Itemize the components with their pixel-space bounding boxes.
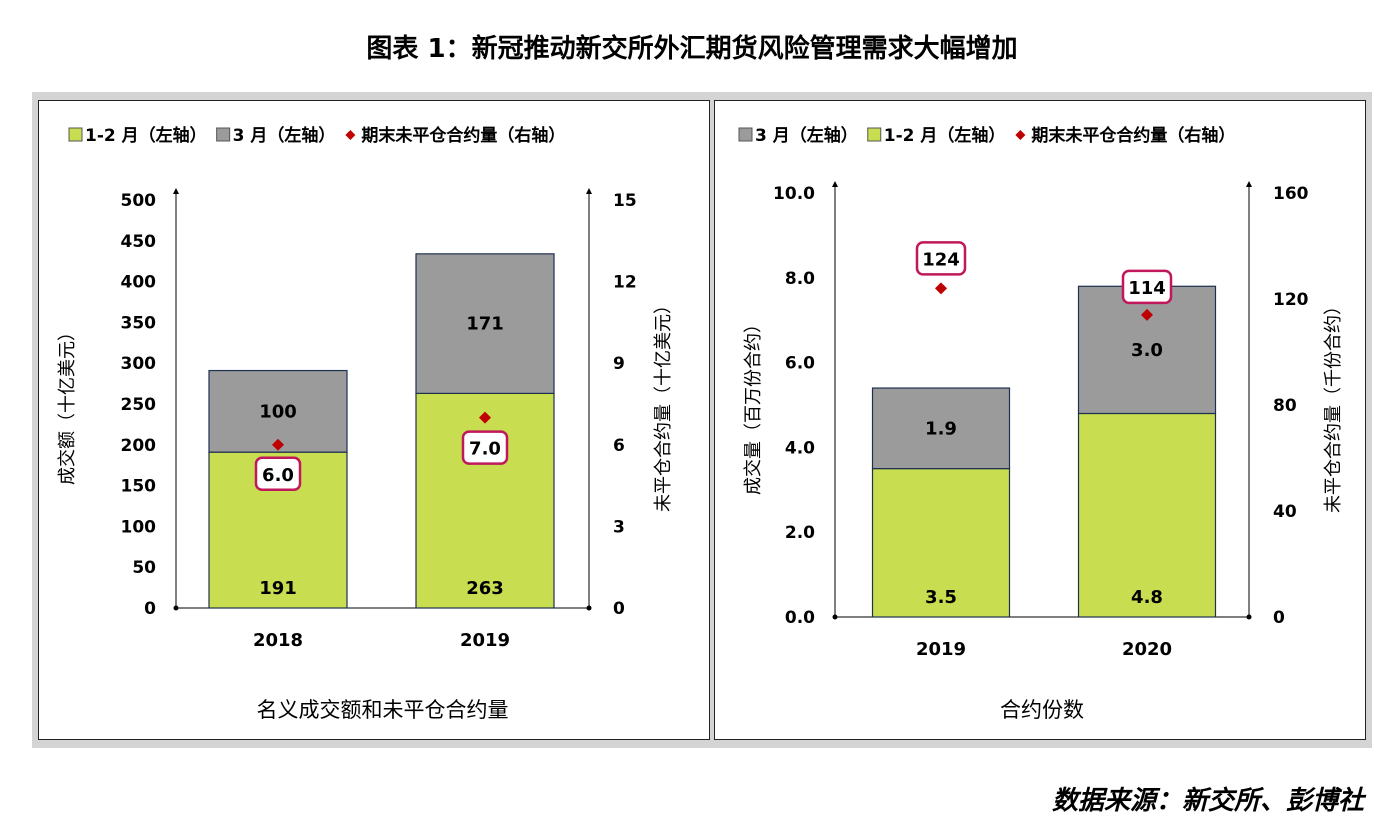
marker-callout-box	[1121, 269, 1173, 305]
x-tick-label: 2019	[916, 639, 966, 660]
axis-origin-right	[586, 605, 592, 611]
y-tick-label-left: 350	[121, 313, 157, 333]
legend-swatch-green	[68, 127, 83, 142]
bar-segment-march	[208, 369, 348, 453]
y-axis-right-title: 未平仓合约量（十亿美元）	[653, 296, 674, 512]
figure-title: 图表 1：新冠推动新交所外汇期货风险管理需求大幅增加	[366, 34, 1018, 64]
axis-origin-right	[1246, 614, 1252, 620]
axis-origin-left	[832, 614, 838, 620]
open-interest-marker	[272, 438, 284, 451]
bar-data-label: 4.8	[1131, 587, 1163, 608]
bar-data-label: 3.5	[925, 587, 957, 608]
y-tick-label-right: 0	[613, 599, 625, 619]
marker-callout-label: 7.0	[469, 439, 501, 460]
axis-origin-left	[173, 605, 179, 611]
data-source-note: 数据来源：新交所、彭博社	[1051, 786, 1364, 816]
y-tick-label-left: 0	[144, 599, 156, 619]
y-tick-label-left: 200	[121, 436, 157, 456]
bar-segment-march	[871, 387, 1011, 470]
y-tick-label-left: 300	[121, 354, 157, 374]
legend-swatch-diamond	[1015, 130, 1026, 140]
y-tick-label-left: 8.0	[785, 269, 815, 289]
y-tick-label-right: 15	[613, 191, 637, 211]
bar-segment-jan-feb	[415, 392, 555, 609]
marker-callout-label: 114	[1128, 278, 1166, 299]
y-tick-label-left: 50	[132, 558, 156, 578]
marker-callout-label: 6.0	[262, 465, 294, 486]
bar-data-label: 191	[259, 578, 297, 599]
legend-swatch-diamond	[345, 130, 356, 140]
marker-callout-label: 124	[922, 249, 960, 270]
open-interest-marker	[479, 411, 491, 424]
y-tick-label-left: 2.0	[785, 523, 815, 543]
y-tick-label-right: 80	[1273, 396, 1297, 416]
chart-title: 名义成交额和未平仓合约量	[257, 698, 509, 722]
legend-swatch-gray	[738, 127, 753, 142]
y-tick-label-right: 9	[613, 354, 625, 374]
chart-notional-svg: 1-2 月（左轴） 3 月（左轴） 期末未平仓合约量（右轴）050100150200…	[57, 125, 674, 722]
bar-data-label: 3.0	[1131, 340, 1163, 361]
bar-data-label: 100	[259, 401, 297, 422]
y-axis-left-arrow	[832, 181, 838, 187]
legend-swatch-green	[867, 127, 882, 142]
legend-label: 3 月（左轴）	[233, 125, 336, 146]
y-tick-label-left: 400	[121, 273, 157, 293]
y-axis-left-title: 成交额（十亿美元）	[57, 323, 78, 485]
y-axis-right-arrow	[1246, 181, 1252, 187]
marker-callout-box	[461, 430, 509, 465]
y-tick-label-left: 150	[121, 477, 157, 497]
chart-panel-contracts: 3 月（左轴） 1-2 月（左轴） 期末未平仓合约量（右轴） 0.0 2.0 4.0 6.0…	[714, 100, 1366, 740]
y-axis-right-arrow	[586, 188, 592, 194]
y-tick-label-right: 160	[1273, 184, 1309, 204]
chart-title: 合约份数	[1000, 698, 1084, 722]
y-tick-label-left: 0.0	[785, 608, 815, 628]
y-axis-left-title: 成交量（百万份合约）	[743, 315, 764, 495]
open-interest-marker	[1141, 308, 1153, 321]
y-axis-right-title: 未平仓合约量（千份合约）	[1323, 297, 1344, 513]
legend-swatch-gray	[216, 127, 231, 142]
legend-label: 3 月（左轴）	[755, 125, 858, 146]
legend-label: 1-2 月（左轴）	[85, 125, 207, 146]
y-tick-label-right: 0	[1273, 608, 1285, 628]
x-tick-label: 2018	[253, 630, 303, 651]
open-interest-marker	[935, 282, 947, 295]
legend-label: 期末未平仓合约量（右轴）	[1031, 125, 1235, 146]
bar-segment-march	[415, 253, 555, 394]
chart-panel-notional: 1-2 月（左轴） 3 月（左轴） 期末未平仓合约量（右轴） 0 50 100 150 200…	[38, 100, 710, 740]
marker-callout-box	[915, 241, 967, 276]
y-tick-label-right: 40	[1273, 502, 1297, 522]
chart-contracts-svg: 3 月（左轴） 1-2 月（左轴） 期末未平仓合约量（右轴） 0.0 2.0 4.0 6.0…	[738, 125, 1344, 722]
y-tick-label-right: 12	[613, 273, 637, 293]
bar-data-label: 171	[466, 314, 504, 335]
legend-label: 1-2 月（左轴）	[884, 125, 1006, 146]
y-tick-label-left: 500	[121, 191, 157, 211]
bar-data-label: 263	[466, 578, 504, 599]
y-axis-left-arrow	[173, 188, 179, 194]
x-tick-label: 2019	[460, 630, 510, 651]
bar-data-label: 1.9	[925, 418, 957, 439]
y-tick-label-left: 6.0	[785, 354, 815, 374]
y-tick-label-left: 450	[121, 232, 157, 252]
y-tick-label-left: 4.0	[785, 438, 815, 458]
y-tick-label-left: 100	[121, 517, 157, 537]
y-tick-label-left: 10.0	[773, 184, 815, 204]
bar-segment-march	[1077, 285, 1217, 415]
y-tick-label-left: 250	[121, 395, 157, 415]
y-tick-label-right: 6	[613, 436, 625, 456]
bar-segment-jan-feb	[871, 468, 1011, 618]
marker-callout-box	[254, 456, 302, 492]
y-tick-label-right: 120	[1273, 290, 1309, 310]
legend-label: 期末未平仓合约量（右轴）	[361, 125, 565, 146]
y-tick-label-right: 3	[613, 517, 625, 537]
x-tick-label: 2020	[1122, 639, 1172, 660]
